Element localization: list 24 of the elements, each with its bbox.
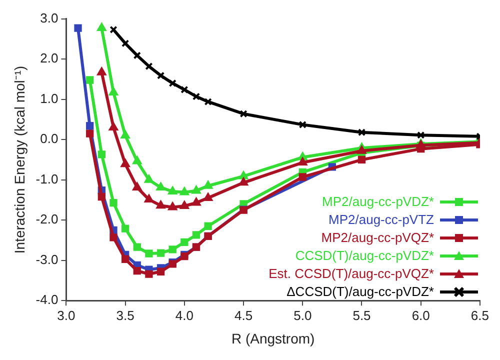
x-tick-label: 3.0 [57, 308, 76, 323]
legend-label: MP2/aug-cc-pVDZ* [322, 193, 434, 210]
y-tick-label: 0.0 [40, 131, 58, 146]
y-tick-label: 2.0 [40, 50, 58, 66]
x-tick-label: 4.5 [234, 308, 253, 323]
legend-label: MP2/aug-cc-pVQZ* [321, 229, 434, 246]
y-tick-label: -3.0 [36, 252, 58, 267]
legend-label: MP2/aug-cc-pVTZ [328, 211, 434, 228]
x-tick-label: 5.0 [294, 308, 312, 323]
y-tick-label: -4.0 [36, 292, 58, 308]
legend-label: Est. CCSD(T)/aug-cc-pVQZ* [268, 265, 434, 282]
y-tick-label: 3.0 [40, 10, 58, 26]
y-tick-label: -2.0 [36, 212, 58, 227]
x-tick-label: 5.5 [352, 308, 371, 323]
y-tick-label: 1.0 [40, 90, 58, 106]
x-tick-label: 3.5 [116, 308, 134, 323]
y-axis-title: Interaction Energy (kcal mol⁻¹) [11, 66, 28, 254]
legend-label: ΔCCSD(T)/aug-cc-pVDZ* [286, 283, 434, 300]
x-axis-title: R (Angstrom) [231, 330, 315, 346]
x-tick-label: 6.5 [470, 308, 490, 323]
legend-label: CCSD(T)/aug-cc-pVDZ* [295, 247, 434, 264]
x-tick-label: 4.0 [175, 308, 194, 323]
x-tick-label: 6.0 [412, 308, 430, 323]
y-tick-label: -1.0 [36, 171, 58, 186]
